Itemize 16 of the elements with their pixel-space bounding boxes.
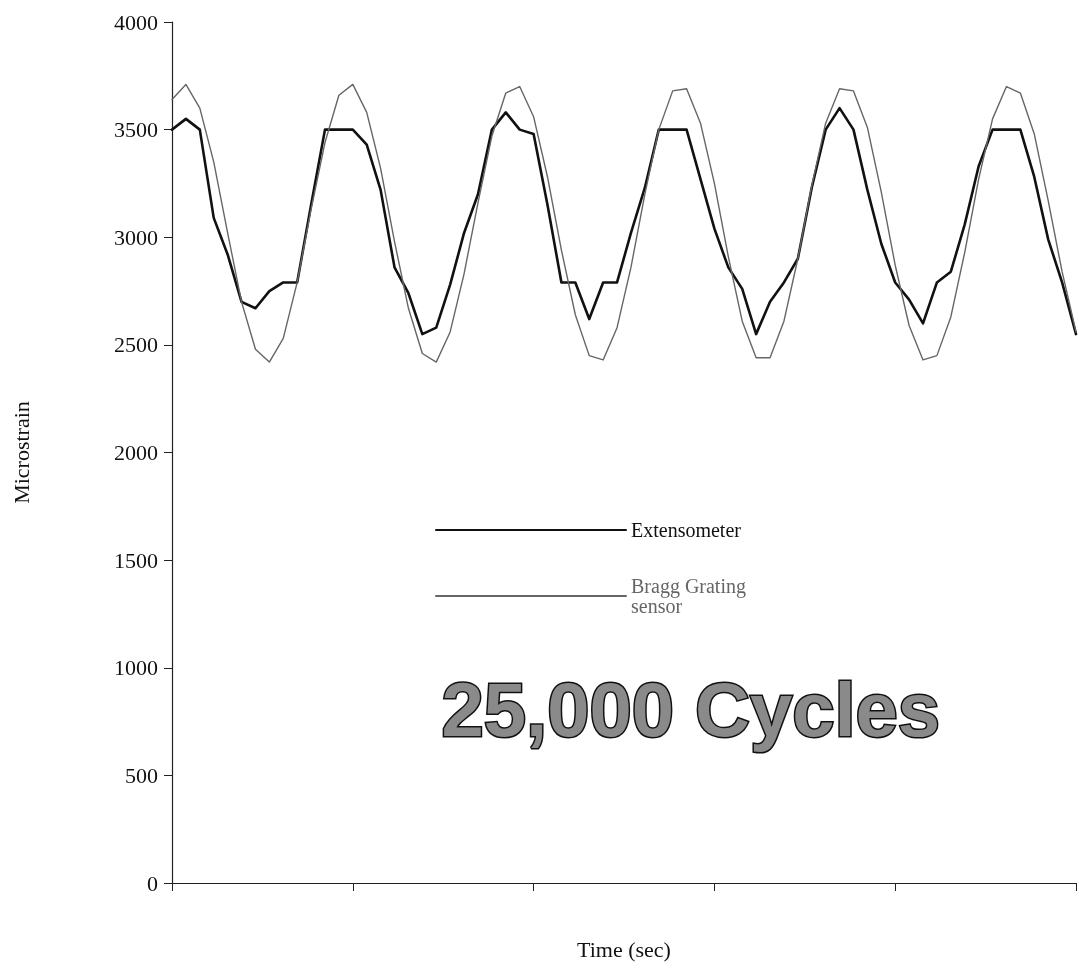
- line-series: [170, 106, 1078, 336]
- y-tick-label: 1500: [114, 547, 158, 573]
- text: Bragg Grating sensor: [631, 575, 751, 617]
- y-tick-label: 0: [147, 870, 158, 896]
- annotation: 25,000 Cycles: [441, 667, 941, 752]
- y-tick-label: 3000: [114, 224, 158, 250]
- y-tick-label: 3500: [114, 117, 158, 143]
- y-tick-label: 2500: [114, 332, 158, 358]
- y-tick-label: 2000: [114, 440, 158, 465]
- line-series: [171, 83, 1077, 363]
- y-axis-title: Microstrain: [8, 401, 34, 504]
- y-tick-label: 500: [125, 762, 158, 788]
- x-axis-title: Time (sec): [577, 936, 671, 962]
- y-tick-label: 4000: [114, 9, 158, 35]
- y-tick-label: 1000: [114, 655, 158, 681]
- text: Extensometer: [631, 519, 742, 541]
